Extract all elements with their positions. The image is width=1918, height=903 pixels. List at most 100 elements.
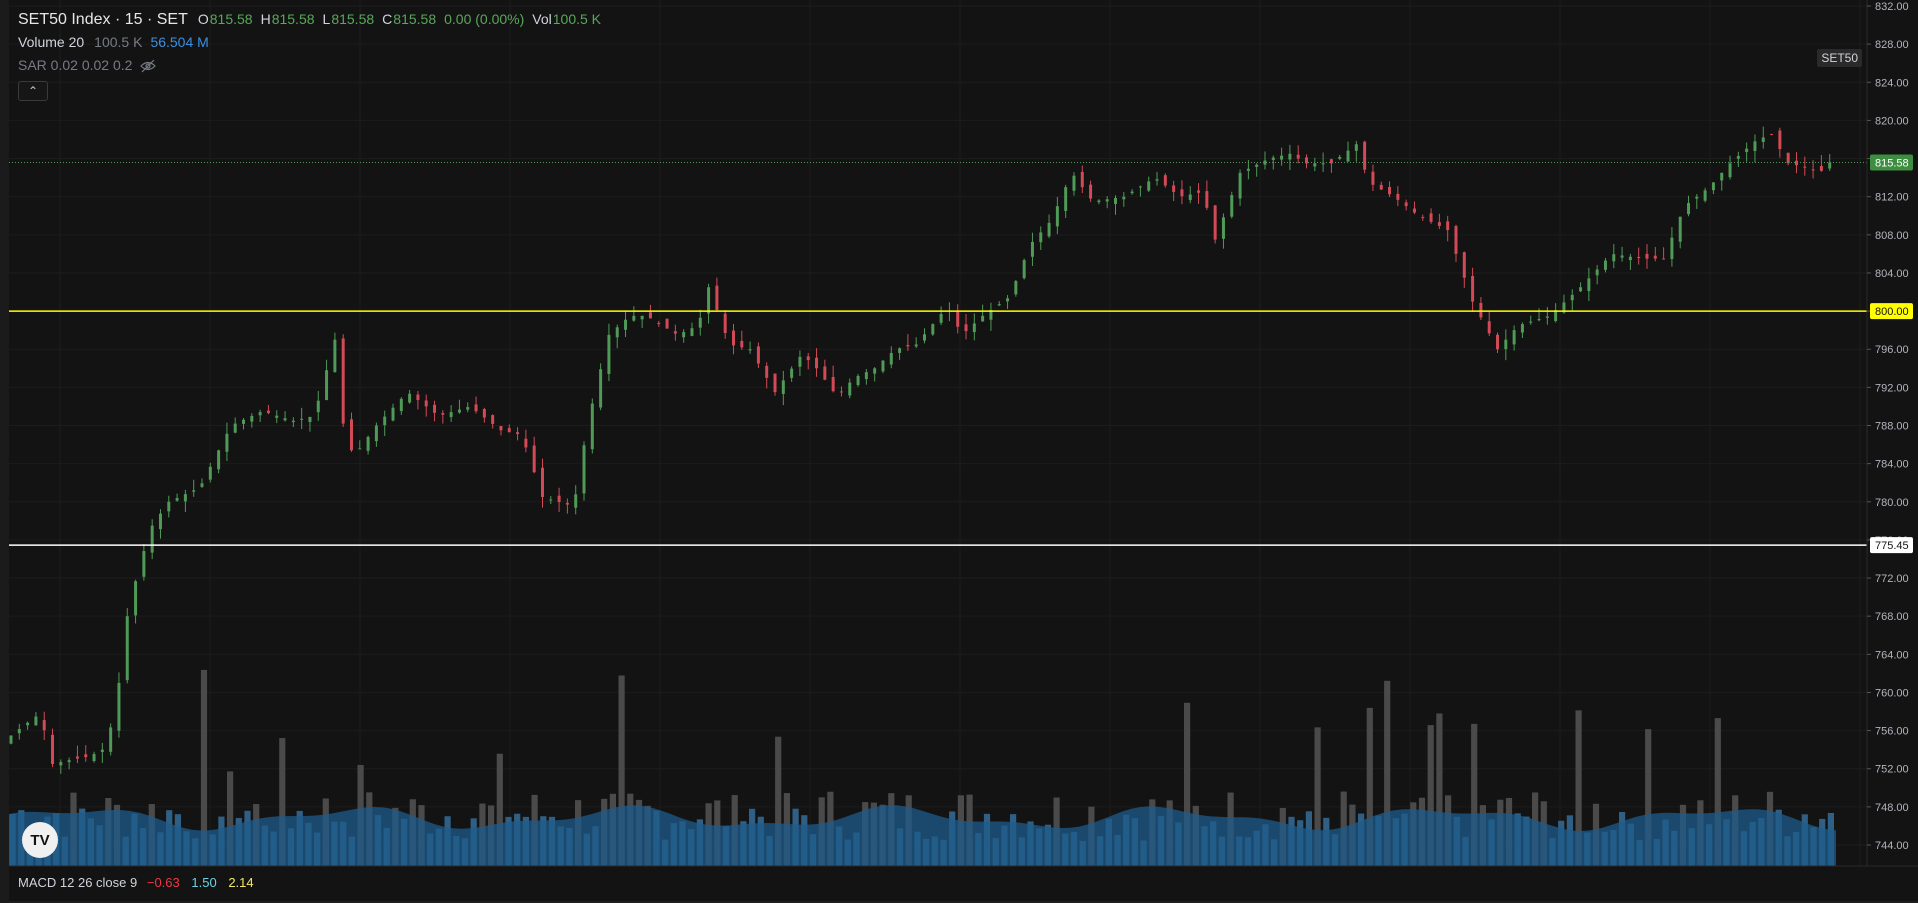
candle-body: [1205, 191, 1209, 208]
price-label-bg: [1870, 154, 1913, 171]
price-tick-label: 784.00: [1875, 459, 1909, 471]
left-edge-strip: [0, 0, 9, 903]
candle-body: [906, 345, 910, 347]
candle-body: [341, 338, 345, 424]
candle-body: [1595, 269, 1599, 276]
candle-body: [1072, 175, 1076, 191]
candle-body: [1454, 226, 1458, 254]
price-tick-label: 812.00: [1875, 192, 1909, 204]
candle-body: [416, 394, 420, 401]
candle-body: [1396, 193, 1400, 200]
candle-body: [1064, 187, 1068, 211]
candle-body: [557, 495, 561, 503]
candle-body: [839, 391, 843, 393]
volume-ma-area: [9, 805, 1836, 866]
candle-body: [1761, 137, 1765, 143]
candle-body: [283, 418, 287, 421]
candle-body: [615, 327, 619, 338]
volume-label: Vol: [532, 11, 552, 27]
price-tick-label: 792.00: [1875, 382, 1909, 394]
candle-body: [956, 311, 960, 327]
candle-body: [242, 419, 246, 424]
candle-body: [266, 410, 270, 414]
volume-indicator-row[interactable]: Volume 20 100.5 K 56.504 M: [18, 31, 609, 54]
collapse-legend-button[interactable]: ⌃: [18, 81, 48, 101]
candle-body: [1628, 256, 1632, 261]
hidden-eye-icon[interactable]: [140, 59, 157, 73]
price-tick-label: 788.00: [1875, 421, 1909, 433]
symbol-title[interactable]: SET50 Index · 15 · SET: [18, 11, 188, 28]
candle-body: [449, 412, 453, 418]
candle-body: [1753, 141, 1757, 152]
candle-body: [657, 322, 661, 324]
candle-body: [1404, 202, 1408, 207]
candle-body: [1288, 153, 1292, 160]
candle-body: [665, 318, 669, 329]
sar-indicator-row[interactable]: SAR 0.02 0.02 0.2: [18, 54, 609, 77]
candle-body: [291, 420, 295, 423]
candle-body: [1520, 324, 1524, 333]
price-tick-label: 780.00: [1875, 497, 1909, 509]
candle-body: [923, 334, 926, 341]
candle-body: [275, 415, 279, 418]
candle-body: [258, 412, 262, 416]
candle-body: [524, 438, 528, 448]
sar-indicator-name: SAR 0.02 0.02 0.2: [18, 57, 133, 73]
candle-body: [773, 373, 777, 393]
candle-body: [532, 445, 536, 473]
candle-body: [167, 501, 171, 512]
candle-body: [1039, 232, 1043, 243]
chart-grid: [9, 0, 1867, 866]
macd-legend[interactable]: MACD 12 26 close 9 −0.63 1.50 2.14: [18, 875, 254, 890]
candle-body: [474, 404, 478, 412]
candle-body: [1695, 196, 1699, 199]
candle-body: [1188, 194, 1192, 201]
candle-body: [1255, 164, 1259, 167]
candle-body: [1504, 339, 1508, 350]
volume-bar: [1384, 680, 1391, 866]
candle-body: [1346, 150, 1350, 162]
candle-body: [931, 324, 935, 335]
candle-body: [864, 372, 868, 380]
candle-body: [1055, 206, 1059, 227]
candle-body: [1537, 319, 1541, 321]
candle-body: [549, 499, 553, 501]
price-tick-label: 772.00: [1875, 573, 1909, 585]
candle-body: [1720, 172, 1724, 181]
candle-body: [175, 497, 179, 501]
candle-body: [540, 467, 544, 498]
candle-body: [1728, 163, 1732, 178]
candle-body: [723, 313, 727, 334]
price-axis-labels: 800.00 775.45 815.58: [1870, 154, 1913, 554]
candle-body: [873, 368, 877, 374]
volume-bar: [1471, 723, 1478, 866]
candle-body: [1587, 278, 1591, 292]
candle-body: [582, 445, 586, 494]
candle-body: [1388, 186, 1392, 195]
candle-body: [1736, 155, 1740, 159]
candle-body: [806, 356, 810, 361]
candle-body: [790, 368, 794, 378]
candle-body: [250, 415, 254, 422]
candle-body: [632, 315, 636, 321]
candle-body: [1280, 155, 1284, 160]
candle-body: [1163, 175, 1167, 186]
candle-body: [67, 760, 71, 763]
candle-body: [881, 360, 885, 372]
candle-body: [1462, 252, 1466, 278]
candle-body: [366, 436, 370, 451]
candle-body: [640, 315, 644, 320]
candle-body: [707, 287, 711, 314]
candle-body: [233, 423, 237, 433]
candle-body: [200, 483, 204, 487]
candle-body: [914, 344, 918, 347]
candle-body: [698, 317, 702, 328]
candle-body: [624, 319, 628, 330]
candle-body: [815, 357, 819, 369]
candle-body: [1296, 154, 1300, 159]
candle-body: [75, 756, 79, 759]
candle-body: [1114, 197, 1118, 204]
candle-body: [142, 551, 146, 577]
tradingview-logo-icon[interactable]: TV: [22, 822, 58, 858]
